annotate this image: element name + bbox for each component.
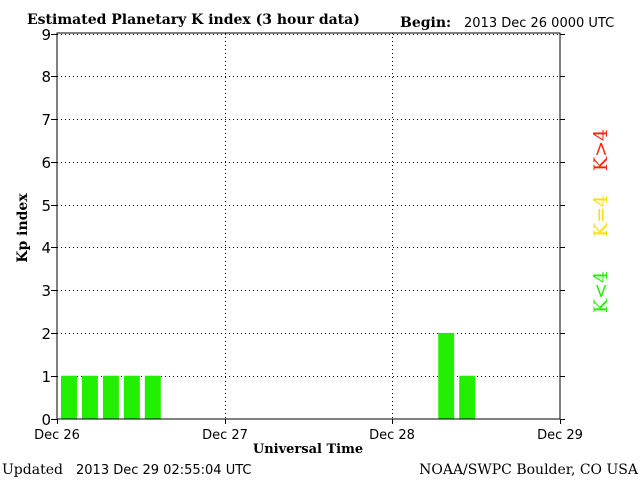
kp-bar xyxy=(438,332,455,419)
y-tick-label: 0 xyxy=(41,411,51,429)
x-axis-ticks: Dec 26 Dec 27 Dec 28 Dec 29 xyxy=(34,419,583,443)
legend-item-k-less-4: K<4 xyxy=(590,271,612,313)
y-tick-label: 1 xyxy=(41,368,51,386)
x-tick-label: Dec 27 xyxy=(202,428,248,443)
y-tick-label: 6 xyxy=(41,154,51,172)
begin-label: Begin: xyxy=(400,15,451,31)
legend: K>4 K=4 K<4 xyxy=(590,129,612,313)
begin-value: 2013 Dec 26 0000 UTC xyxy=(464,16,614,31)
kp-bar xyxy=(123,375,140,419)
y-tick-label: 4 xyxy=(41,239,51,257)
x-tick-label: Dec 26 xyxy=(34,428,80,443)
kp-bar xyxy=(61,375,77,419)
credit-text: NOAA/SWPC Boulder, CO USA xyxy=(419,462,639,478)
kp-bar xyxy=(144,375,161,419)
y-tick-label: 7 xyxy=(41,111,51,129)
y-tick-label: 9 xyxy=(41,26,51,44)
y-axis-label: Kp index xyxy=(15,193,31,263)
updated-value: 2013 Dec 29 02:55:04 UTC xyxy=(76,463,251,478)
kp-bar xyxy=(102,375,119,419)
plot-bars xyxy=(61,332,476,419)
updated-label: Updated xyxy=(2,462,63,478)
y-tick-label: 5 xyxy=(41,197,51,215)
y-tick-label: 8 xyxy=(41,68,51,86)
x-tick-label: Dec 29 xyxy=(537,428,583,443)
legend-item-k-greater-4: K>4 xyxy=(590,129,612,171)
x-axis-label: Universal Time xyxy=(253,442,363,457)
plot-frame xyxy=(56,32,561,420)
x-tick-label: Dec 28 xyxy=(369,428,415,443)
y-tick-label: 3 xyxy=(41,282,51,300)
y-axis-ticks: 0 1 2 3 4 5 6 7 8 9 xyxy=(41,26,565,429)
y-tick-label: 2 xyxy=(41,325,51,343)
kp-bar xyxy=(81,375,98,419)
kp-bar xyxy=(459,375,476,419)
chart-title: Estimated Planetary K index (3 hour data… xyxy=(27,12,360,28)
plot-grid xyxy=(57,33,560,419)
legend-item-k-equal-4: K=4 xyxy=(590,195,612,237)
